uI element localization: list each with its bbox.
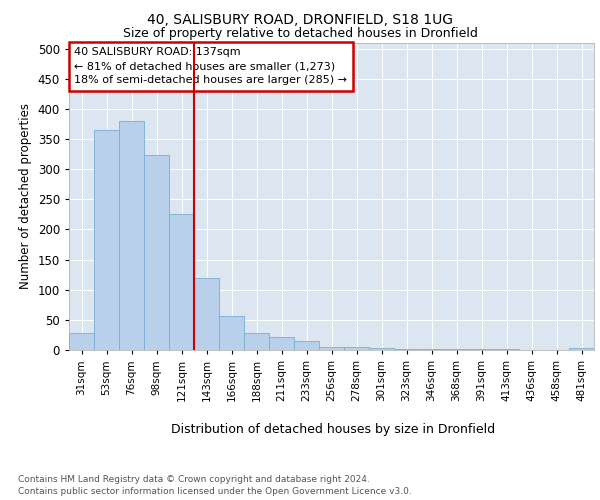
Bar <box>394 349 419 350</box>
Bar <box>194 278 219 350</box>
Y-axis label: Number of detached properties: Number of detached properties <box>19 104 32 289</box>
Text: Distribution of detached houses by size in Dronfield: Distribution of detached houses by size … <box>171 422 495 436</box>
Text: Size of property relative to detached houses in Dronfield: Size of property relative to detached ho… <box>122 28 478 40</box>
Bar <box>119 121 144 350</box>
Text: Contains public sector information licensed under the Open Government Licence v3: Contains public sector information licen… <box>18 488 412 496</box>
Bar <box>569 348 594 350</box>
Bar <box>244 333 269 350</box>
Text: 40 SALISBURY ROAD: 137sqm
← 81% of detached houses are smaller (1,273)
18% of se: 40 SALISBURY ROAD: 137sqm ← 81% of detac… <box>74 47 347 85</box>
Bar <box>294 341 319 350</box>
Bar <box>169 214 194 350</box>
Text: 40, SALISBURY ROAD, DRONFIELD, S18 1UG: 40, SALISBURY ROAD, DRONFIELD, S18 1UG <box>147 12 453 26</box>
Bar <box>269 336 294 350</box>
Bar <box>344 347 369 350</box>
Bar <box>319 347 344 350</box>
Bar <box>369 348 394 350</box>
Bar <box>219 316 244 350</box>
Bar <box>94 130 119 350</box>
Text: Contains HM Land Registry data © Crown copyright and database right 2024.: Contains HM Land Registry data © Crown c… <box>18 475 370 484</box>
Bar <box>144 155 169 350</box>
Bar <box>69 333 94 350</box>
